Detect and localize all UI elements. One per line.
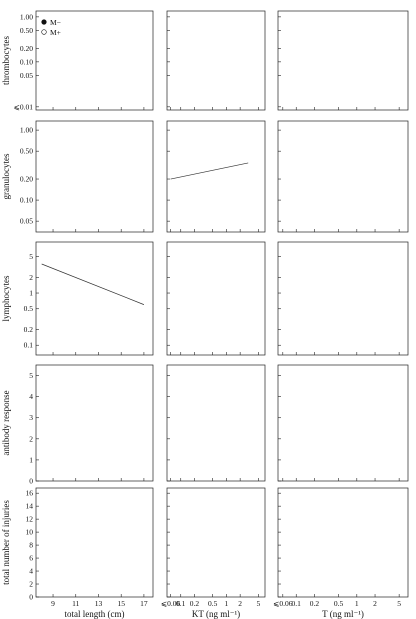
- y-tick-label: 3: [29, 413, 33, 422]
- y-axis-label: lymphocytes: [1, 275, 11, 321]
- x-tick-label: 17: [140, 599, 148, 608]
- y-tick-label: 16: [26, 489, 34, 498]
- x-tick-label: 13: [95, 599, 103, 608]
- y-axis-label: granulocytes: [1, 153, 11, 199]
- y-tick-label: 0.20: [20, 44, 33, 53]
- x-tick-label: 5: [256, 599, 260, 608]
- y-tick-label: 0.10: [20, 57, 33, 66]
- panel-frame-r1-c2: [166, 10, 266, 111]
- panel-frame-r5-c2: [166, 487, 266, 598]
- y-tick-label: 6: [29, 554, 33, 563]
- panel-frame-r3-c1: [35, 241, 154, 356]
- legend-marker-open: [41, 29, 47, 35]
- x-axis-label: KT (ng ml⁻¹): [192, 609, 240, 619]
- y-axis-label: total number of injuries: [1, 500, 11, 585]
- legend-marker-filled: [41, 19, 47, 25]
- x-tick-label: 0.1: [292, 599, 302, 608]
- x-tick-label: ⩽0.06: [161, 599, 181, 608]
- x-axis-label: total length (cm): [65, 609, 125, 619]
- panel-frame-r4-c1: [35, 364, 154, 482]
- y-tick-label: 0.10: [20, 196, 33, 205]
- legend-label-m-plus: M+: [50, 28, 61, 37]
- x-tick-label: 0.2: [190, 599, 200, 608]
- panel-frame-r4-c2: [166, 364, 266, 482]
- y-tick-label: 0.20: [20, 175, 33, 184]
- panel-grid: ⩽0.010.050.100.200.501.000.050.100.200.5…: [1, 10, 409, 619]
- panel-frame-r4-c3: [277, 364, 409, 482]
- y-tick-label: 2: [29, 434, 33, 443]
- y-tick-label: 10: [26, 528, 34, 537]
- y-axis-label: thrombocytes: [1, 36, 11, 85]
- regression-line: [170, 162, 249, 180]
- y-tick-label: 5: [29, 371, 33, 380]
- y-tick-label: 2: [29, 273, 33, 282]
- y-tick-label: 0.1: [24, 341, 34, 350]
- x-tick-label: 0.2: [310, 599, 320, 608]
- y-tick-label: 2: [29, 580, 33, 589]
- panel-frame-r1-c1: [35, 10, 154, 111]
- x-tick-label: 2: [238, 599, 242, 608]
- y-tick-label: 0.5: [24, 304, 34, 313]
- y-tick-label: 4: [29, 567, 33, 576]
- y-tick-label: ⩽0.01: [14, 102, 34, 111]
- y-tick-label: 1.00: [20, 126, 33, 135]
- y-tick-label: 4: [29, 392, 33, 401]
- y-tick-label: 1.00: [20, 12, 33, 21]
- x-tick-label: 11: [72, 599, 79, 608]
- x-tick-label: 1: [355, 599, 359, 608]
- panel-frame-r2-c1: [35, 120, 154, 233]
- x-tick-label: 15: [117, 599, 125, 608]
- y-tick-label: 12: [26, 515, 34, 524]
- y-tick-label: 0: [29, 477, 33, 486]
- y-tick-label: 14: [26, 502, 34, 511]
- y-tick-label: 0.2: [24, 325, 34, 334]
- x-tick-label: 5: [397, 599, 401, 608]
- y-tick-label: 8: [29, 541, 33, 550]
- legend: M− M+: [41, 18, 61, 37]
- panel-frame-r2-c2: [166, 120, 266, 233]
- panel-frame-r2-c3: [277, 120, 409, 233]
- x-tick-label: 1: [225, 599, 229, 608]
- panel-frame-r3-c2: [166, 241, 266, 356]
- x-tick-label: ⩽0.06: [273, 599, 293, 608]
- y-tick-label: 1: [29, 455, 33, 464]
- panel-frame-r5-c1: [35, 487, 154, 598]
- regression-line: [41, 263, 145, 305]
- y-axis-label: antibody response: [1, 390, 11, 455]
- x-tick-label: 2: [373, 599, 377, 608]
- x-tick-label: 9: [51, 599, 55, 608]
- legend-label-m-minus: M−: [50, 18, 61, 27]
- y-tick-label: 0.05: [20, 71, 33, 80]
- y-tick-label: 0.50: [20, 26, 33, 35]
- y-tick-label: 1: [29, 289, 33, 298]
- x-tick-label: 0.5: [208, 599, 218, 608]
- panel-frame-r3-c3: [277, 241, 409, 356]
- x-tick-label: 0.1: [176, 599, 186, 608]
- y-tick-label: 0: [29, 593, 33, 602]
- panel-frame-r5-c3: [277, 487, 409, 598]
- y-tick-label: 5: [29, 252, 33, 261]
- panel-frame-r1-c3: [277, 10, 409, 111]
- x-tick-label: 0.5: [334, 599, 344, 608]
- y-tick-label: 0.50: [20, 147, 33, 156]
- y-tick-label: 0.05: [20, 217, 33, 226]
- x-axis-label: T (ng ml⁻¹): [322, 609, 364, 619]
